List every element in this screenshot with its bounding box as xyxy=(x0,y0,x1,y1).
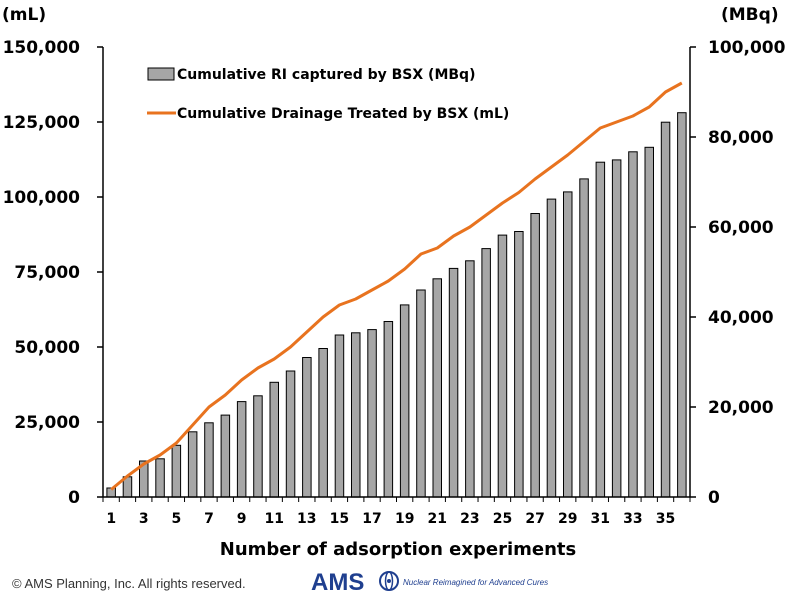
x-tick-label: 15 xyxy=(330,511,349,527)
x-tick-label: 5 xyxy=(172,511,182,527)
x-tick-label: 7 xyxy=(204,511,214,527)
ticks-layer: 0 25,000 50,000 75,000 100,000 125,000 150,000… xyxy=(3,38,786,527)
bar xyxy=(187,431,198,498)
right-tick-label: 20,000 xyxy=(708,398,774,418)
bar xyxy=(481,248,491,498)
left-tick-label: 25,000 xyxy=(14,413,80,433)
bar xyxy=(334,334,345,498)
drainage-line xyxy=(110,81,683,491)
bar xyxy=(399,304,410,498)
bar xyxy=(383,321,394,498)
line-layer xyxy=(110,81,683,491)
x-tick-label: 3 xyxy=(139,511,149,527)
bar xyxy=(530,213,540,498)
x-tick-label: 31 xyxy=(591,511,610,527)
x-tick-label: 27 xyxy=(525,511,544,527)
x-tick-label: 1 xyxy=(106,511,116,527)
x-axis-label: Number of adsorption experiments xyxy=(220,539,576,560)
bar xyxy=(546,198,557,498)
bar xyxy=(285,370,296,498)
left-tick-label: 50,000 xyxy=(14,338,80,358)
x-tick-label: 13 xyxy=(297,511,316,527)
bar xyxy=(628,151,638,498)
x-tick-label: 21 xyxy=(428,511,447,527)
legend-bar-label: Cumulative RI captured by BSX (MBq) xyxy=(177,67,475,83)
bar xyxy=(497,234,508,498)
right-tick-label: 60,000 xyxy=(708,218,774,238)
bar xyxy=(595,161,606,498)
left-axis-unit: (mL) xyxy=(2,5,46,25)
bar xyxy=(236,401,247,498)
bar xyxy=(220,414,231,498)
bar xyxy=(351,332,361,498)
bar xyxy=(611,159,622,498)
bar xyxy=(448,267,459,498)
bars-layer xyxy=(106,112,687,498)
brand-logo-text: AMS xyxy=(311,569,364,595)
right-tick-label: 80,000 xyxy=(708,128,774,148)
x-tick-label: 23 xyxy=(460,511,479,527)
left-tick-label: 100,000 xyxy=(3,188,81,208)
left-tick-label: 0 xyxy=(68,488,80,508)
bar xyxy=(318,348,328,498)
x-tick-label: 19 xyxy=(395,511,414,527)
copyright-text: © AMS Planning, Inc. All rights reserved… xyxy=(12,576,246,591)
x-tick-label: 11 xyxy=(264,511,283,527)
x-tick-label: 9 xyxy=(237,511,247,527)
bar xyxy=(416,289,426,498)
atom-icon xyxy=(379,571,399,591)
bar xyxy=(563,191,573,498)
bar xyxy=(302,357,312,498)
x-tick-label: 33 xyxy=(623,511,642,527)
x-tick-label: 29 xyxy=(558,511,577,527)
bar xyxy=(269,381,279,498)
left-tick-label: 75,000 xyxy=(14,263,80,283)
legend-line-label: Cumulative Drainage Treated by BSX (mL) xyxy=(177,106,509,122)
left-tick-label: 125,000 xyxy=(3,113,81,133)
x-tick-label: 35 xyxy=(656,511,675,527)
left-tick-label: 150,000 xyxy=(3,38,81,58)
legend-bar-swatch xyxy=(147,67,175,81)
bar xyxy=(155,458,165,498)
right-axis-unit: (MBq) xyxy=(721,5,779,25)
bar xyxy=(660,121,671,498)
bar xyxy=(253,395,263,498)
x-tick-label: 17 xyxy=(362,511,381,527)
brand-tagline: Nuclear Reimagined for Advanced Cures xyxy=(403,578,548,587)
bar xyxy=(171,444,182,498)
bar xyxy=(579,178,589,498)
legend: Cumulative RI captured by BSX (MBq) Cumu… xyxy=(147,67,509,122)
bar xyxy=(465,260,475,498)
bar xyxy=(514,231,524,498)
bar xyxy=(677,112,687,498)
bar xyxy=(204,422,214,498)
right-tick-label: 100,000 xyxy=(708,38,786,58)
right-tick-label: 40,000 xyxy=(708,308,774,328)
ams-logo: AMS Nuclear Reimagined for Advanced Cure… xyxy=(311,569,548,595)
bar xyxy=(644,146,654,498)
x-tick-label: 25 xyxy=(493,511,512,527)
bar xyxy=(432,278,442,498)
right-tick-label: 0 xyxy=(708,488,720,508)
bar xyxy=(367,329,377,498)
